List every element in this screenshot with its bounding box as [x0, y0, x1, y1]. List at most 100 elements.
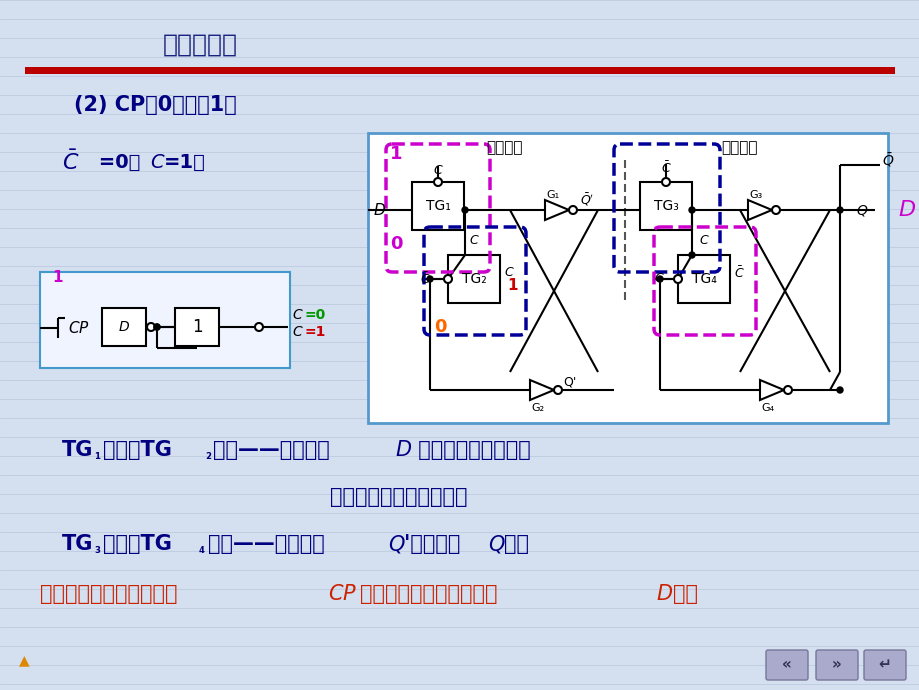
Text: «: « [781, 658, 791, 673]
Circle shape [153, 324, 160, 330]
Bar [25, 67, 894, 74]
Circle shape [688, 207, 694, 213]
Circle shape [771, 206, 779, 214]
Circle shape [426, 276, 433, 282]
Text: $\bar{Q}$: $\bar{Q}$ [881, 151, 893, 169]
Circle shape [836, 207, 842, 213]
Text: $C$: $C$ [504, 266, 514, 279]
Text: TG₃: TG₃ [652, 199, 677, 213]
Text: ₁: ₁ [94, 448, 100, 462]
Bar [640, 182, 691, 230]
Text: =1，: =1， [164, 152, 206, 172]
Text: $CP$: $CP$ [328, 584, 357, 604]
FancyBboxPatch shape [815, 650, 857, 680]
Text: 从锁存器: 从锁存器 [721, 141, 757, 155]
Text: ₄: ₄ [199, 542, 205, 556]
Circle shape [461, 207, 468, 213]
Text: TG₁: TG₁ [425, 199, 450, 213]
Text: C: C [469, 235, 478, 248]
Text: G₁: G₁ [546, 190, 559, 200]
Text: $D$: $D$ [394, 440, 412, 460]
Text: TG₂: TG₂ [461, 272, 486, 286]
Text: 1: 1 [52, 270, 63, 286]
Text: 信号: 信号 [673, 584, 698, 604]
Circle shape [656, 276, 663, 282]
Text: 端。: 端。 [504, 534, 528, 554]
Text: 导通，TG: 导通，TG [103, 534, 172, 554]
Text: $C$: $C$ [653, 273, 664, 286]
Text: =1: =1 [305, 325, 326, 339]
Circle shape [688, 252, 694, 258]
Text: G₂: G₂ [531, 403, 544, 413]
Text: $C$: $C$ [150, 152, 165, 172]
Circle shape [553, 386, 562, 394]
Text: $\bar{C}$: $\bar{C}$ [660, 160, 671, 176]
Text: $C$: $C$ [291, 308, 303, 322]
Circle shape [783, 386, 791, 394]
Text: $\bar{C}$: $\bar{C}$ [733, 265, 743, 281]
Bar [40, 272, 289, 368]
FancyBboxPatch shape [863, 650, 905, 680]
Text: $\bar{Q}'$: $\bar{Q}'$ [579, 192, 594, 208]
Text: 0: 0 [390, 235, 402, 253]
Bar [368, 133, 887, 423]
Bar [175, 308, 219, 346]
Text: 1: 1 [390, 145, 402, 163]
Text: $D$: $D$ [372, 202, 386, 218]
Circle shape [255, 323, 263, 331]
Text: $D$: $D$ [897, 200, 915, 220]
Circle shape [434, 178, 441, 186]
Circle shape [662, 178, 669, 186]
Text: $C$: $C$ [291, 325, 303, 339]
Polygon shape [544, 200, 568, 220]
Polygon shape [747, 200, 771, 220]
Text: ₃: ₃ [94, 542, 100, 556]
Text: G₄: G₄ [761, 403, 774, 413]
Text: 主锁存器维持原态不变。: 主锁存器维持原态不变。 [330, 487, 467, 507]
Polygon shape [759, 380, 783, 400]
Text: 0: 0 [433, 318, 446, 336]
Text: =0: =0 [305, 308, 326, 322]
Text: ↵: ↵ [878, 658, 891, 673]
Text: ▲: ▲ [18, 653, 29, 667]
Text: =0，: =0， [92, 152, 153, 172]
Text: TG: TG [62, 534, 93, 554]
Text: 工作原理：: 工作原理： [163, 33, 237, 57]
Bar [677, 255, 729, 303]
FancyBboxPatch shape [766, 650, 807, 680]
Circle shape [674, 275, 681, 283]
Text: $CP$: $CP$ [68, 320, 90, 336]
Bar [102, 308, 146, 346]
Text: 触发器的状态仅仅取决于: 触发器的状态仅仅取决于 [40, 584, 177, 604]
Text: 不能送入主锁存器。: 不能送入主锁存器。 [411, 440, 530, 460]
Text: $\bar{C}$: $\bar{C}$ [420, 271, 430, 287]
Text: G₃: G₃ [749, 190, 762, 200]
Text: 1: 1 [507, 277, 517, 293]
Text: $\bar{C}$: $\bar{C}$ [62, 150, 79, 174]
Text: 导通——输入信号: 导通——输入信号 [213, 440, 329, 460]
Circle shape [836, 387, 842, 393]
Text: '的信号送: '的信号送 [403, 534, 460, 554]
Text: TG: TG [62, 440, 93, 460]
Text: C: C [433, 164, 442, 177]
Text: 主锁存器: 主锁存器 [486, 141, 523, 155]
Text: (2) CP、0跳变到1：: (2) CP、0跳变到1： [74, 95, 236, 115]
Text: $Q$: $Q$ [855, 202, 868, 217]
Text: D: D [119, 320, 130, 334]
Text: ₂: ₂ [205, 448, 210, 462]
Circle shape [568, 206, 576, 214]
Circle shape [153, 324, 160, 330]
Text: $Q$: $Q$ [487, 533, 505, 555]
Text: $Q$: $Q$ [388, 533, 405, 555]
Polygon shape [529, 380, 553, 400]
Text: 断开，TG: 断开，TG [103, 440, 172, 460]
Circle shape [147, 323, 154, 331]
Bar [448, 255, 499, 303]
Text: »: » [831, 658, 841, 673]
Text: 信号上升沿到达前瞬间的: 信号上升沿到达前瞬间的 [359, 584, 497, 604]
Bar [412, 182, 463, 230]
Text: C: C [698, 235, 708, 248]
Text: 断开——从锁存器: 断开——从锁存器 [208, 534, 324, 554]
Text: $D$: $D$ [655, 584, 673, 604]
Circle shape [444, 275, 451, 283]
